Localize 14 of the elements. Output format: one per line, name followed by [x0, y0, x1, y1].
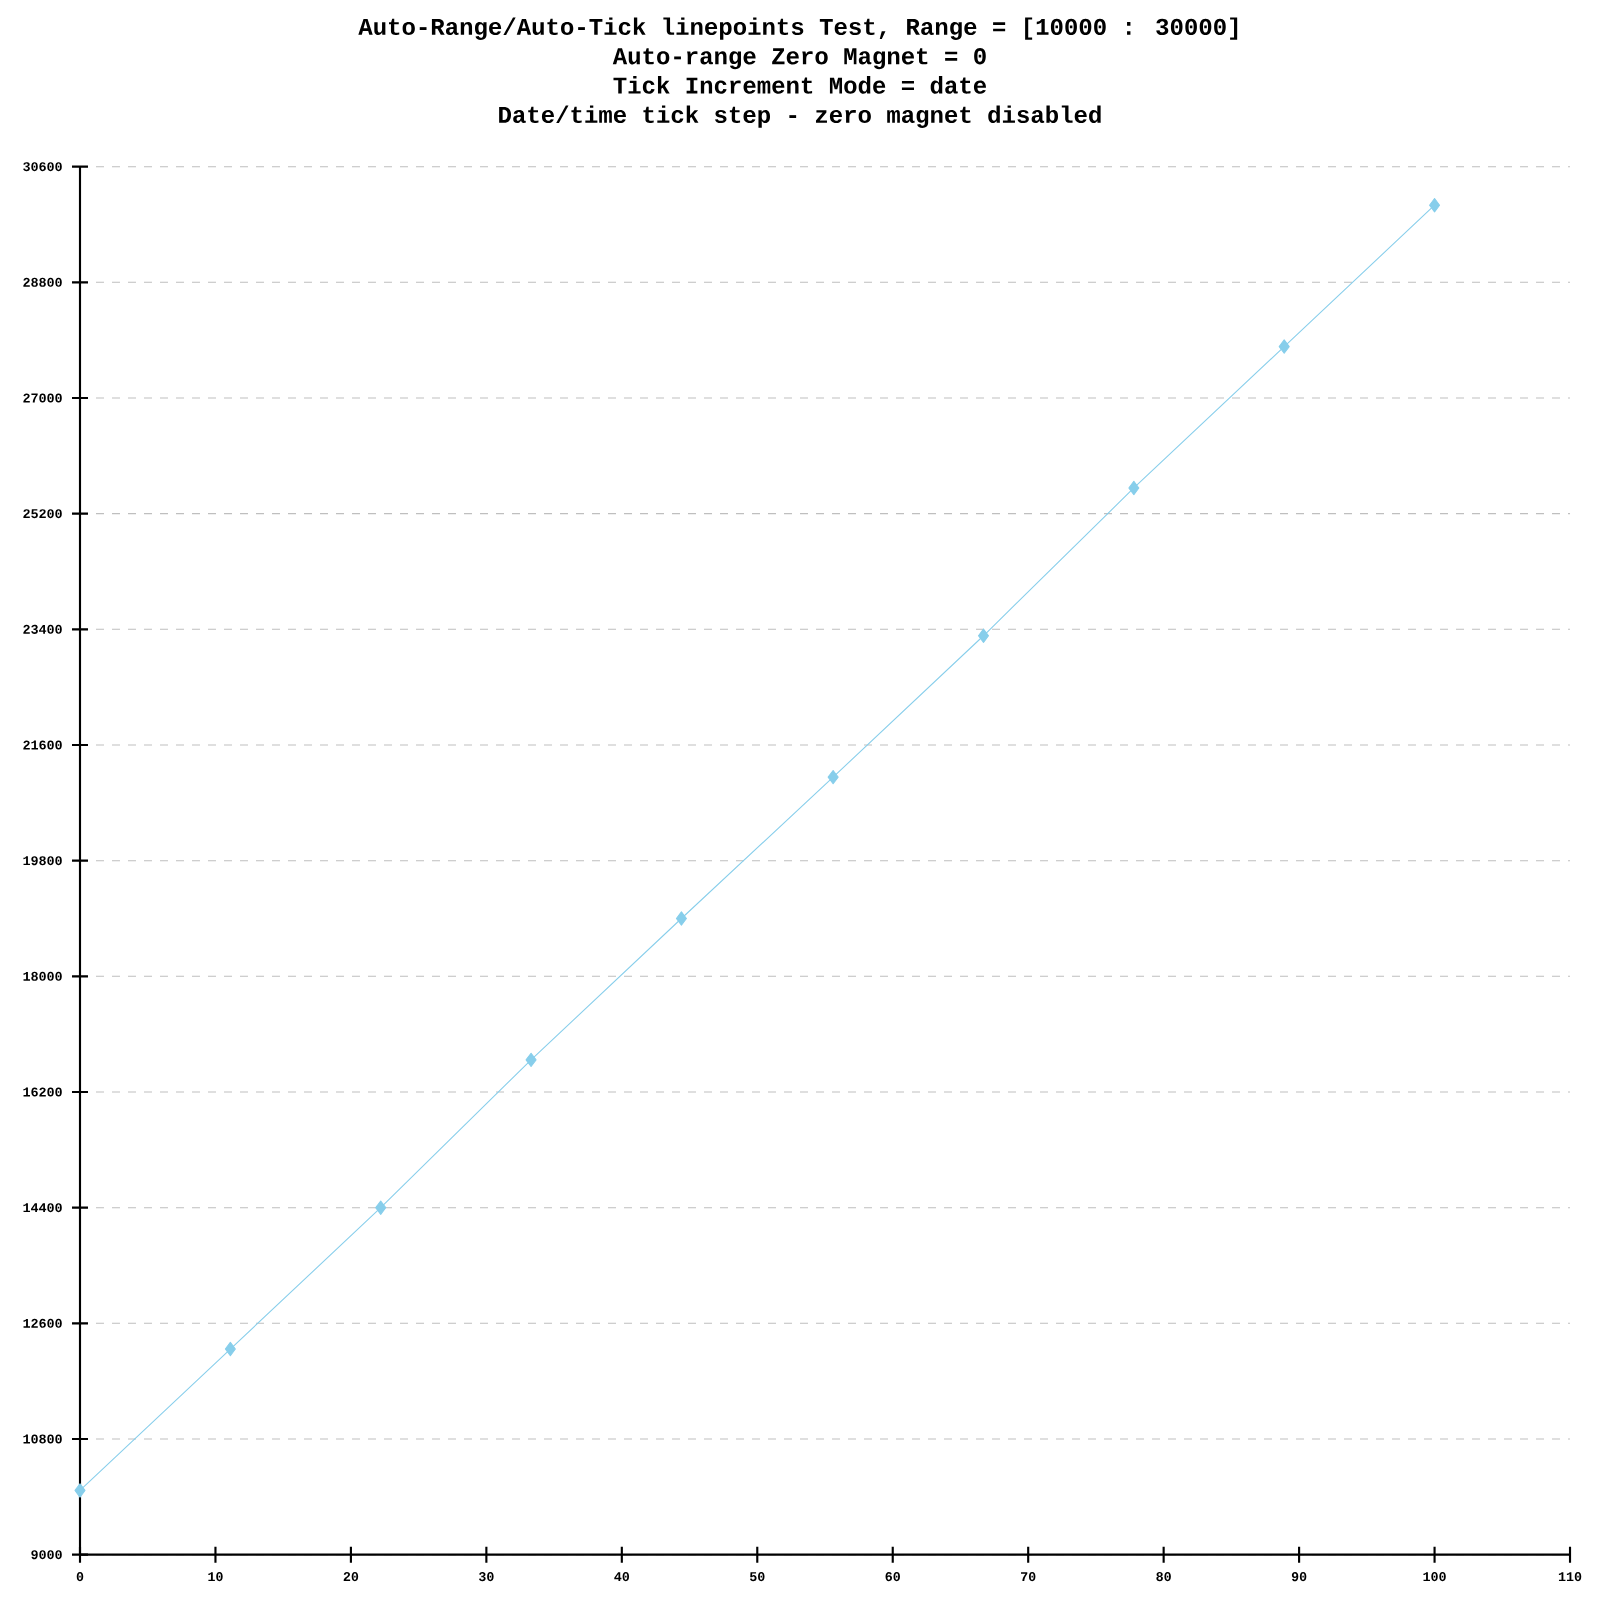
point: [525, 1052, 537, 1068]
text: Date/time tick step - zero magnet disabled: [499, 105, 1101, 128]
chart-title: Auto-Range/Auto-Tick linepoints Test, Range = [10000 : 30000]: [358, 17, 1238, 40]
point: [1278, 339, 1290, 354]
point: [224, 1341, 236, 1357]
point: [675, 911, 687, 926]
point: [827, 769, 839, 785]
point: [977, 628, 990, 643]
point: [1429, 198, 1441, 213]
text: Tick Increment Mode = date: [613, 76, 986, 94]
text: Auto-range Zero Magnet = 0: [612, 48, 986, 70]
point: [375, 1200, 387, 1215]
point: [74, 1483, 86, 1498]
point: [1128, 480, 1140, 496]
